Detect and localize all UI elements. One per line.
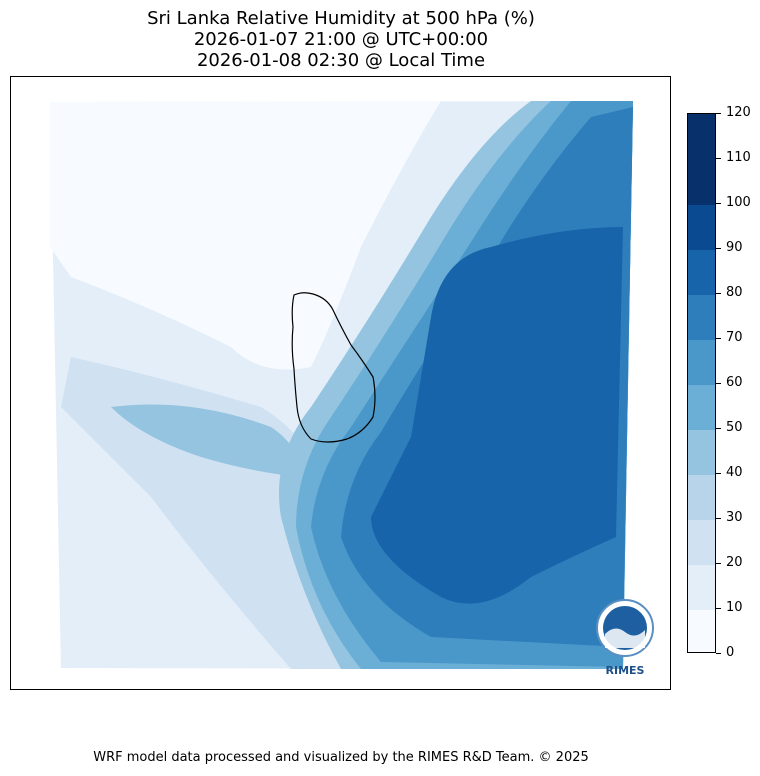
colorbar-band [688,429,715,475]
colorbar-tick [716,248,721,249]
colorbar-band [688,114,715,160]
moist-wisp [111,404,301,477]
rimes-logo: RIMES [596,599,654,677]
title-line-1: Sri Lanka Relative Humidity at 500 hPa (… [147,8,535,29]
sri-lanka-outline [291,292,376,443]
colorbar-tick [716,338,721,339]
colorbar-band [688,474,715,520]
colorbar-tick-label: 10 [726,600,743,615]
colorbar-tick-label: 30 [726,510,743,525]
colorbar-tick [716,113,721,114]
colorbar-tick [716,383,721,384]
colorbar-tick [716,158,721,159]
colorbar-tick [716,473,721,474]
colorbar-band [688,609,715,652]
colorbar-band [688,204,715,250]
colorbar-tick-label: 50 [726,420,743,435]
colorbar-tick [716,608,721,609]
colorbar-band [688,384,715,430]
colorbar-tick [716,653,721,654]
colorbar-tick-label: 0 [726,645,735,660]
colorbar-tick-label: 120 [726,105,751,120]
colorbar-tick-label: 100 [726,195,751,210]
title-line-2: 2026-01-07 21:00 @ UTC+00:00 [193,29,489,50]
map-title: Sri Lanka Relative Humidity at 500 hPa (… [0,8,682,71]
footer-credit: WRF model data processed and visualized … [93,750,589,765]
colorbar-tick-label: 60 [726,375,743,390]
colorbar-tick [716,563,721,564]
colorbar-band [688,519,715,565]
colorbar-band [688,159,715,205]
colorbar-band [688,564,715,610]
svg-text:RIMES: RIMES [606,664,645,677]
contour-band-80 [371,227,623,604]
map-frame: RIMES [10,76,671,690]
colorbar-tick [716,293,721,294]
colorbar-tick [716,518,721,519]
colorbar-band [688,339,715,385]
humidity-map: RIMES [50,101,654,677]
colorbar-band [688,294,715,340]
colorbar-tick-label: 70 [726,330,743,345]
colorbar [687,113,716,653]
colorbar-tick-label: 90 [726,240,743,255]
colorbar-tick-label: 110 [726,150,751,165]
dry-region [50,101,441,370]
colorbar-band [688,249,715,295]
title-line-3: 2026-01-08 02:30 @ Local Time [196,50,486,71]
colorbar-tick-label: 20 [726,555,743,570]
colorbar-tick-label: 80 [726,285,743,300]
colorbar-tick [716,428,721,429]
colorbar-tick [716,203,721,204]
colorbar-tick-label: 40 [726,465,743,480]
